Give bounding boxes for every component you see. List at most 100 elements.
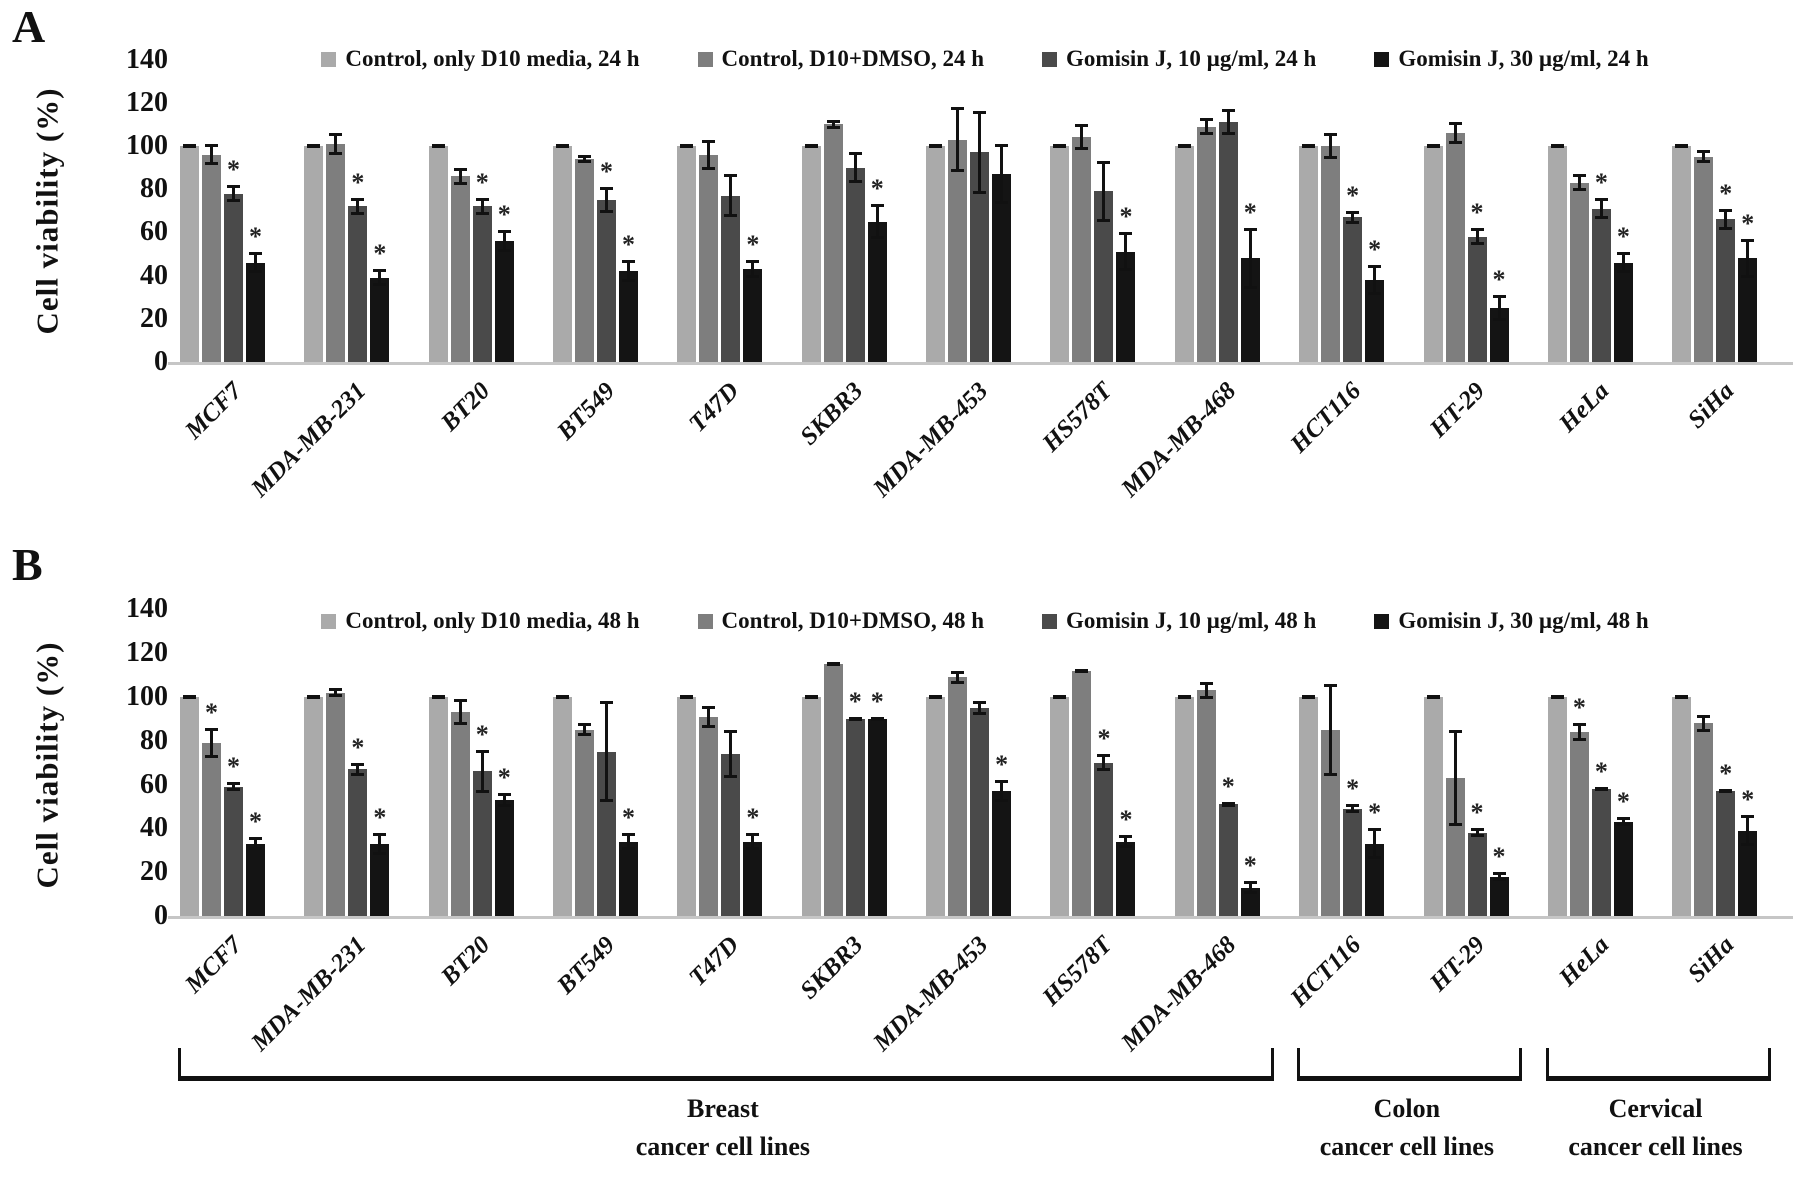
error-bar bbox=[480, 197, 484, 216]
bar bbox=[575, 158, 595, 362]
error-bar-cap bbox=[329, 688, 343, 692]
bar bbox=[472, 771, 492, 916]
error-bar-cap bbox=[973, 711, 987, 715]
error-bar bbox=[956, 107, 960, 172]
error-bar bbox=[751, 260, 755, 278]
error-bar-cap bbox=[1243, 891, 1257, 895]
bar bbox=[926, 146, 946, 362]
error-bar-cap bbox=[995, 780, 1009, 784]
bar bbox=[1196, 690, 1216, 916]
significance-asterisk: * bbox=[497, 763, 511, 793]
error-bar bbox=[707, 139, 711, 170]
y-tick-label: 0 bbox=[154, 900, 168, 931]
error-bar bbox=[1453, 729, 1457, 827]
error-bar-cap bbox=[1616, 270, 1630, 274]
legend-label: Control, only D10 media, 24 h bbox=[345, 46, 640, 71]
error-bar-cap bbox=[870, 204, 884, 208]
error-bar-cap bbox=[1346, 810, 1360, 814]
bar bbox=[1547, 697, 1567, 916]
bar bbox=[677, 146, 697, 362]
error-bar-cap bbox=[329, 694, 343, 697]
legend: Control, only D10 media, 24 h Control, D1… bbox=[185, 46, 1785, 72]
significance-asterisk: * bbox=[1097, 723, 1111, 753]
bar bbox=[1613, 821, 1633, 916]
error-bar-cap bbox=[431, 145, 445, 149]
error-bar bbox=[875, 204, 879, 239]
error-bar-cap bbox=[1616, 823, 1630, 827]
error-bar-cap bbox=[622, 279, 636, 283]
error-bar-cap bbox=[951, 168, 965, 172]
bar bbox=[450, 176, 470, 362]
error-bar-cap bbox=[848, 152, 862, 156]
error-bar-cap bbox=[1470, 828, 1484, 832]
error-bar bbox=[334, 133, 338, 155]
error-bar-cap bbox=[1492, 295, 1506, 299]
error-bar-cap bbox=[1741, 274, 1755, 278]
error-bar bbox=[1702, 150, 1706, 164]
bar bbox=[553, 697, 573, 916]
significance-asterisk: * bbox=[1119, 804, 1133, 834]
y-tick-label: 100 bbox=[126, 130, 168, 161]
y-tick-label: 120 bbox=[126, 86, 168, 118]
bar bbox=[224, 193, 243, 362]
bar bbox=[801, 146, 821, 362]
error-bar bbox=[458, 699, 462, 726]
error-bar bbox=[1204, 117, 1208, 136]
error-bar-cap bbox=[578, 154, 592, 158]
significance-asterisk: * bbox=[1492, 842, 1506, 872]
significance-asterisk: * bbox=[1741, 785, 1755, 815]
error-bar-cap bbox=[351, 197, 365, 201]
error-bar-cap bbox=[183, 696, 196, 700]
error-bar-cap bbox=[183, 145, 196, 149]
y-tick-label: 120 bbox=[126, 637, 168, 669]
category-bracket bbox=[1545, 1048, 1772, 1081]
error-bar-cap bbox=[1097, 218, 1111, 222]
error-bar-cap bbox=[600, 209, 614, 213]
bar bbox=[494, 241, 514, 362]
error-bar-cap bbox=[724, 214, 738, 218]
error-bar-cap bbox=[1221, 803, 1235, 807]
bar bbox=[1218, 804, 1238, 916]
error-bar bbox=[356, 197, 360, 216]
significance-asterisk: * bbox=[373, 239, 387, 269]
bar bbox=[1591, 788, 1611, 916]
bar bbox=[1094, 191, 1114, 362]
category-bracket bbox=[1297, 1048, 1523, 1081]
bar bbox=[553, 146, 573, 362]
error-bar-cap bbox=[1616, 251, 1630, 255]
error-bar bbox=[978, 701, 982, 715]
error-bar bbox=[480, 749, 484, 794]
bar bbox=[1672, 146, 1692, 362]
error-bar-cap bbox=[746, 832, 760, 836]
error-bar-cap bbox=[329, 133, 343, 137]
legend-swatch-icon bbox=[1374, 613, 1390, 629]
error-bar bbox=[729, 729, 733, 779]
significance-asterisk: * bbox=[1119, 202, 1133, 232]
bar bbox=[1672, 697, 1692, 916]
error-bar bbox=[232, 184, 235, 203]
bar bbox=[992, 174, 1012, 362]
y-tick-label: 20 bbox=[140, 856, 168, 888]
legend-item: Gomisin J, 10 µg/ml, 48 h bbox=[1042, 608, 1316, 634]
significance-asterisk: * bbox=[870, 174, 884, 204]
significance-asterisk: * bbox=[600, 157, 614, 187]
error-bar-cap bbox=[1492, 877, 1506, 881]
error-bar-cap bbox=[1324, 155, 1338, 159]
error-bar-cap bbox=[826, 663, 840, 667]
panel-a: A Cell viability (%) 0 20 40 60 80 100 120 140 … bbox=[0, 0, 1795, 502]
error-bar bbox=[1475, 828, 1479, 838]
significance-asterisk: * bbox=[227, 752, 240, 782]
error-bar-cap bbox=[1470, 228, 1484, 232]
significance-asterisk: * bbox=[1368, 234, 1382, 264]
error-bar-cap bbox=[227, 782, 240, 786]
error-bar-cap bbox=[205, 727, 218, 731]
y-tick-label: 40 bbox=[140, 259, 168, 291]
error-bar-cap bbox=[453, 181, 467, 185]
error-bar-cap bbox=[249, 837, 262, 841]
bar bbox=[1050, 146, 1070, 362]
error-bar-cap bbox=[1075, 147, 1089, 151]
bar bbox=[867, 718, 887, 916]
significance-asterisk: * bbox=[1719, 178, 1733, 208]
bar bbox=[472, 206, 492, 362]
error-bar-cap bbox=[1492, 872, 1506, 876]
